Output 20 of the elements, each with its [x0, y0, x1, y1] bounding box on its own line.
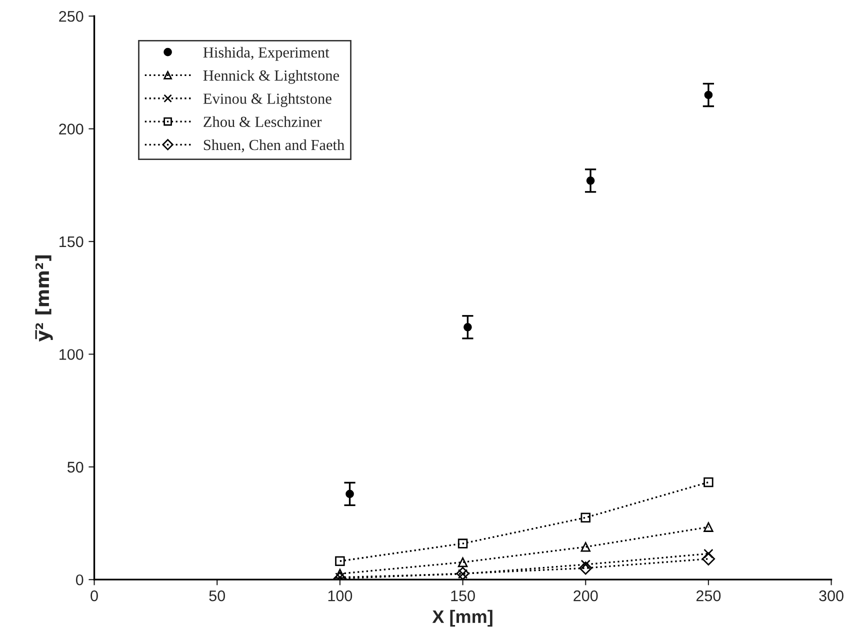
y-tick-label: 200: [59, 124, 84, 134]
legend-label: Hishida, Experiment: [203, 46, 330, 61]
x-tick-label: 200: [574, 590, 598, 602]
x-axis-title: X [mm]: [432, 610, 492, 627]
x-tick-label: 0: [90, 590, 98, 602]
legend-label: Hennick & Lightstone: [203, 70, 340, 84]
y-tick-label: 100: [60, 349, 84, 360]
y-tick-label: 250: [59, 10, 84, 22]
x-tick-label: 150: [451, 590, 475, 602]
x-tick-label: 250: [696, 590, 721, 602]
x-tick-label: 100: [328, 590, 352, 602]
legend-label: Shuen, Chen and Faeth: [204, 139, 344, 152]
y-tick-label: 150: [60, 236, 84, 248]
legend-label: Zhou & Leschziner: [204, 116, 322, 128]
legend-label: Evinou & Lightstone: [203, 93, 332, 108]
x-tick-label: 300: [819, 590, 844, 602]
y-tick-label: 50: [67, 462, 84, 473]
x-tick-label: 50: [209, 590, 226, 602]
y-axis-title: y̅² [mm²]: [35, 255, 53, 342]
y-tick-label: 0: [76, 574, 84, 586]
